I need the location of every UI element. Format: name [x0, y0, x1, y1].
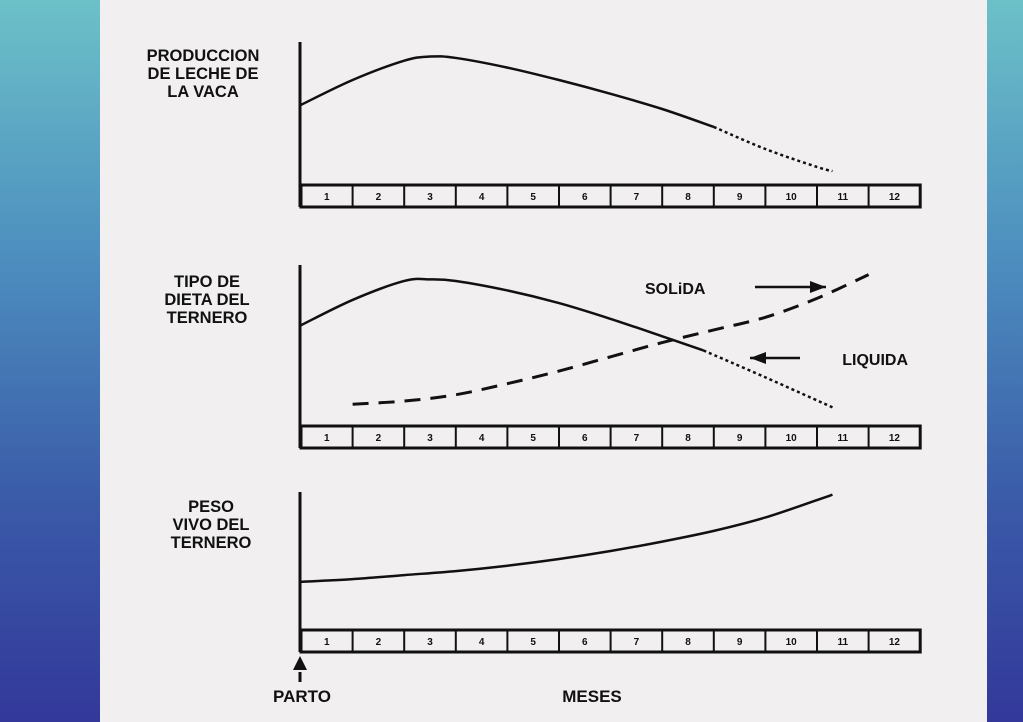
month-tick-label: 9	[737, 192, 743, 203]
month-tick-label: 7	[634, 433, 640, 444]
panel-label-line: TIPO DE	[174, 273, 240, 291]
month-tick-label: 8	[685, 637, 691, 648]
month-tick-label: 11	[838, 192, 849, 203]
month-tick-label: 5	[530, 433, 536, 444]
series-line-liquida-solid	[300, 277, 704, 352]
month-tick-label: 11	[838, 637, 849, 648]
month-tick-label: 8	[685, 433, 691, 444]
annotation-label: SOLiDA	[645, 281, 706, 298]
month-tick-label: 11	[838, 433, 849, 444]
month-tick-label: 12	[889, 192, 901, 203]
month-tick-label: 2	[376, 637, 382, 648]
parto-marker	[293, 656, 307, 682]
panel-label-line: PRODUCCION	[147, 47, 260, 65]
month-tick-label: 3	[427, 433, 433, 444]
series-line-main-solid	[300, 55, 715, 129]
meses-label: MESES	[562, 687, 622, 706]
month-tick-label: 4	[479, 637, 485, 648]
month-tick-label: 1	[324, 637, 330, 648]
panel-label-line: DIETA DEL	[164, 291, 249, 309]
series-line-liquida-dotted	[702, 349, 833, 409]
month-tick-label: 1	[324, 433, 330, 444]
month-tick-label: 4	[479, 433, 485, 444]
annotation-label: LIQUIDA	[842, 352, 908, 369]
panel-label-line: TERNERO	[167, 309, 248, 327]
month-tick-label: 3	[427, 192, 433, 203]
month-tick-label: 10	[786, 637, 798, 648]
panel-label-line: DE LECHE DE	[148, 65, 259, 83]
panel-label-line: VIVO DEL	[172, 516, 249, 534]
panel-label-line: PESO	[188, 498, 234, 516]
month-tick-label: 2	[376, 433, 382, 444]
month-tick-label: 4	[479, 192, 485, 203]
month-tick-label: 10	[786, 433, 798, 444]
series-line-main-solid	[300, 493, 833, 584]
month-tick-label: 2	[376, 192, 382, 203]
chart-paper	[100, 0, 987, 722]
series-line-main-dotted	[713, 125, 833, 173]
series-line-solida-dashed	[352, 273, 870, 406]
month-tick-label: 6	[582, 433, 588, 444]
month-tick-label: 9	[737, 637, 743, 648]
month-tick-label: 6	[582, 637, 588, 648]
month-tick-label: 12	[889, 433, 901, 444]
month-tick-label: 6	[582, 192, 588, 203]
month-tick-label: 10	[786, 192, 798, 203]
month-tick-label: 7	[634, 637, 640, 648]
month-tick-label: 8	[685, 192, 691, 203]
month-tick-label: 5	[530, 192, 536, 203]
panel-label-line: TERNERO	[171, 534, 252, 552]
parto-label: PARTO	[273, 687, 331, 706]
month-tick-label: 9	[737, 433, 743, 444]
month-tick-label: 7	[634, 192, 640, 203]
month-tick-label: 3	[427, 637, 433, 648]
panel-label-line: LA VACA	[167, 83, 239, 101]
month-tick-label: 5	[530, 637, 536, 648]
month-tick-label: 1	[324, 192, 330, 203]
month-tick-label: 12	[889, 637, 901, 648]
annotation-arrowhead	[750, 352, 766, 364]
annotation-arrowhead	[810, 281, 826, 293]
